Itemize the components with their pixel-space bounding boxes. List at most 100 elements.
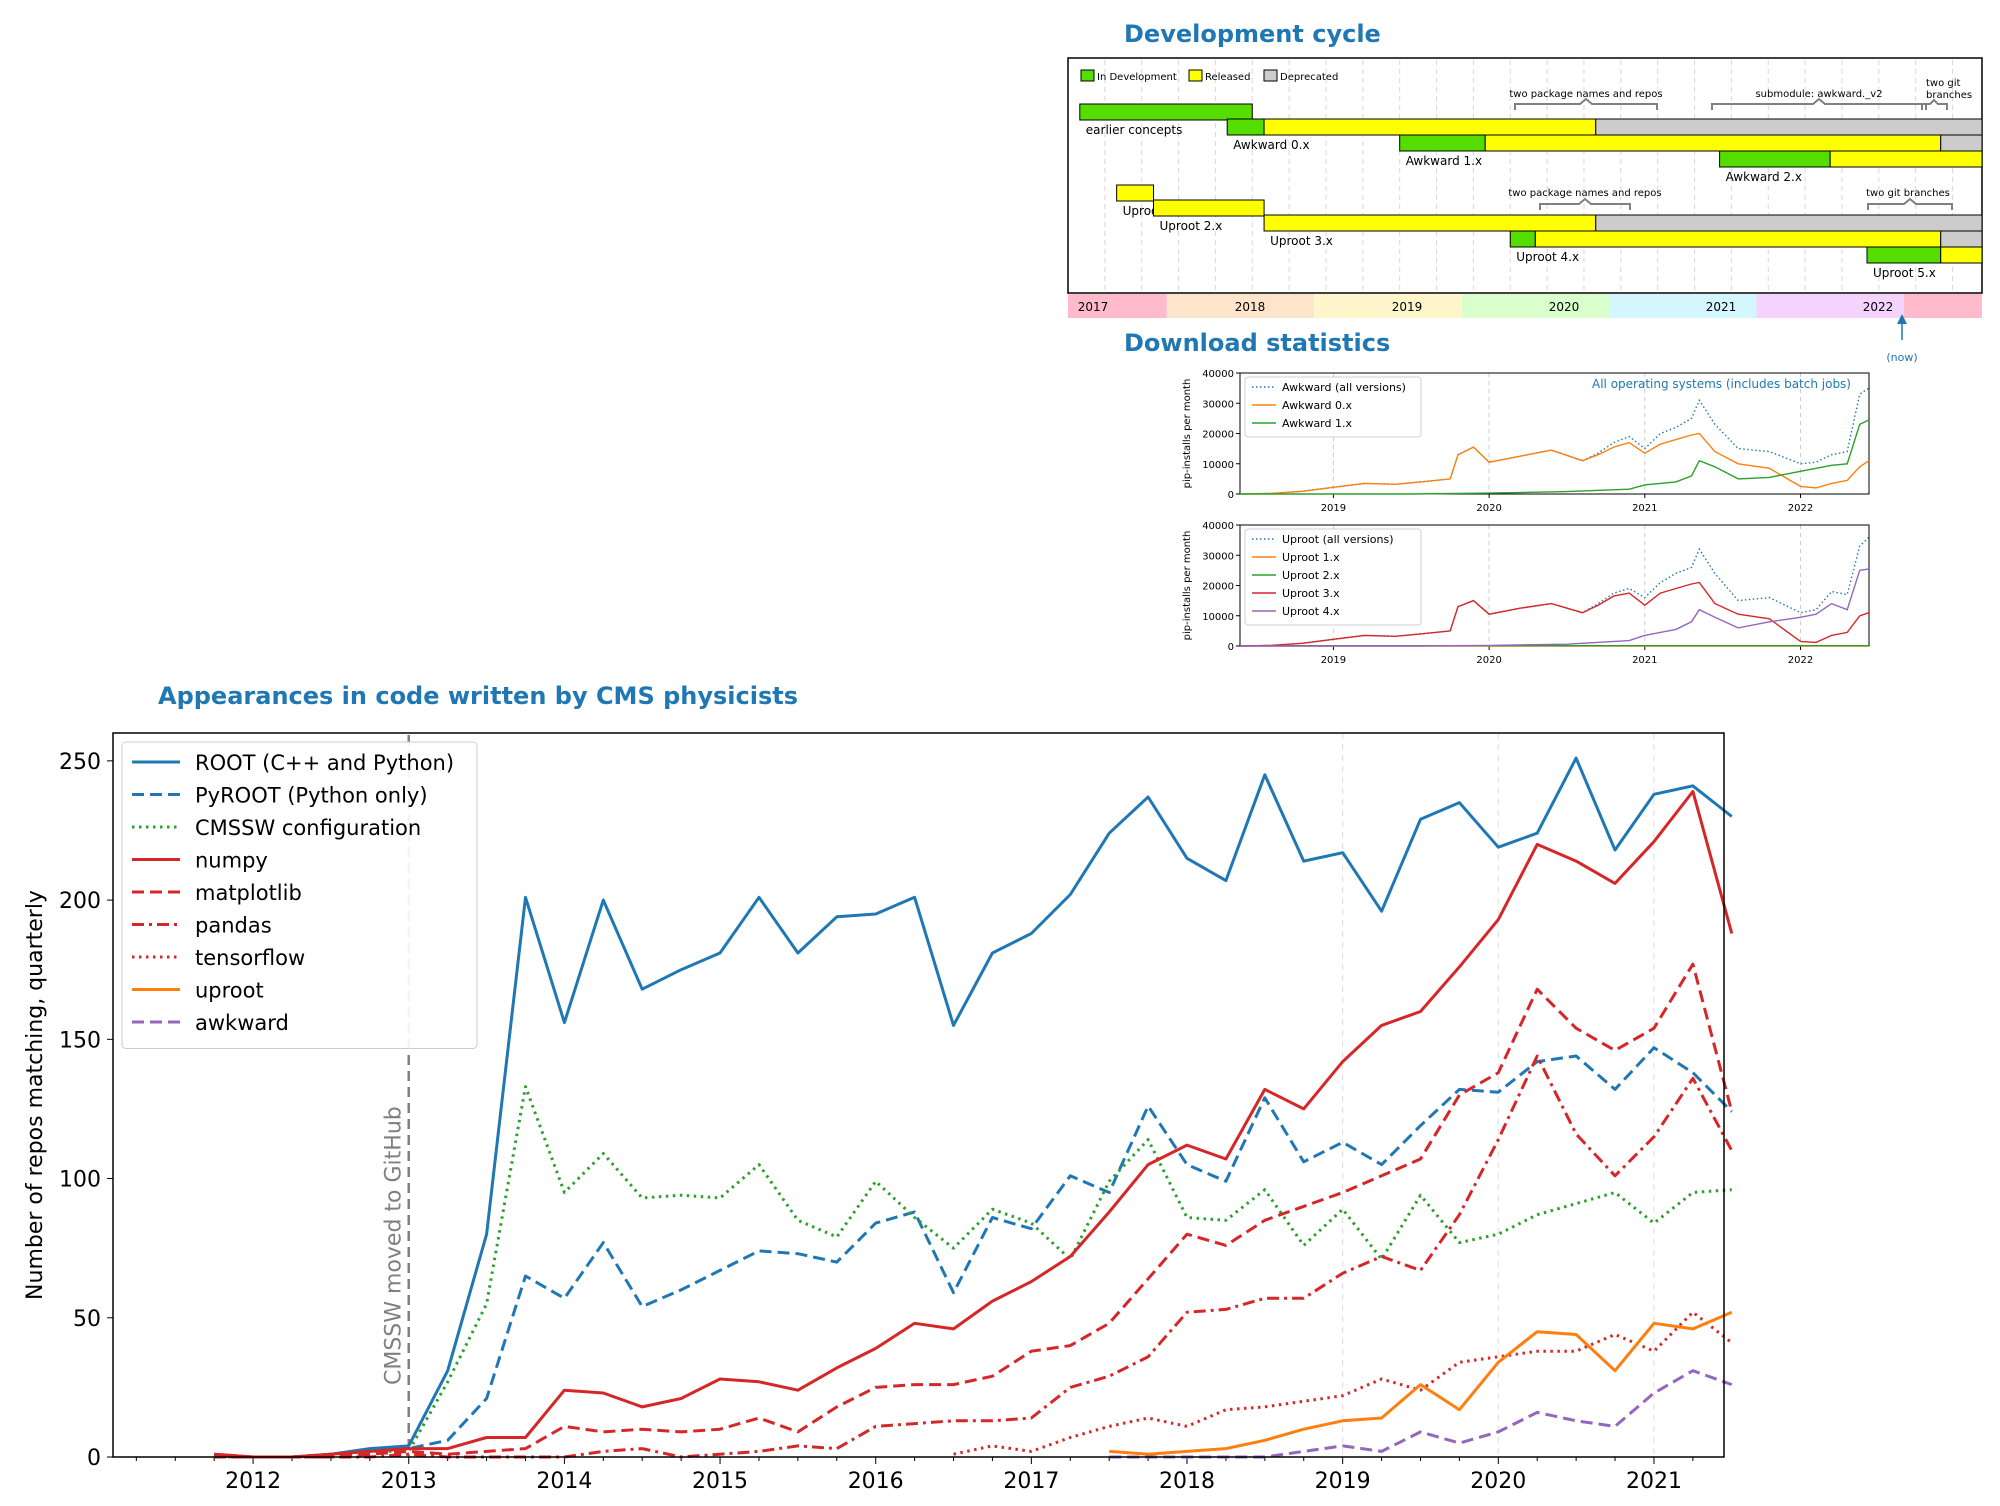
bar-awkward-2-x-dev	[1719, 150, 1831, 168]
legend-swatch-deprecated	[1263, 69, 1278, 82]
dev-cycle-year-band: 2017 2018 2019 2020 2021 2022	[1068, 294, 1982, 318]
year-label-2018: 2018	[1235, 300, 1266, 314]
year-label-2020: 2020	[1549, 300, 1580, 314]
legend-swatch-in-development	[1080, 69, 1095, 82]
legend-label-awkward: awkward	[195, 1011, 289, 1035]
annotation-brace	[1514, 97, 1658, 110]
dl-ytick-label: 10000	[1202, 612, 1234, 623]
dev-cycle-legend: In Development Released Deprecated	[1080, 69, 1338, 83]
year-band-2017	[1166, 294, 1315, 318]
dl-ytick-label: 40000	[1202, 369, 1234, 380]
bar-awkward-0-x-dev	[1226, 118, 1265, 136]
annotation-brace	[1921, 98, 1948, 110]
dl-legend-frame	[1244, 528, 1422, 626]
annotation-two-package-names-awkward: two package names and repos	[1509, 89, 1662, 100]
main-ytick-label: 50	[73, 1307, 101, 1332]
main-ytick-label: 150	[59, 1028, 101, 1053]
main-xtick-label: 2016	[848, 1469, 904, 1494]
dl-legend-label-uproot-all-versions: Uproot (all versions)	[1282, 533, 1394, 546]
bar-awkward-1-x-released	[1484, 134, 1942, 152]
awkward-downloads-chart: 0 10000 20000 30000 40000 2019 2020 2021 2022 pip…	[1182, 369, 1870, 514]
main-ylabel: Number of repos matching, quarterly	[23, 890, 48, 1300]
bar-label-uproot-3-x: Uproot 3.x	[1270, 234, 1333, 248]
main-ytick-label: 100	[59, 1168, 101, 1193]
dl-ytick-label: 20000	[1202, 582, 1234, 593]
dl-xtick-label: 2022	[1788, 503, 1813, 514]
bar-awkward-0-x-deprecated	[1595, 118, 1983, 136]
legend-label-tensorflow: tensorflow	[195, 946, 305, 970]
main-legend-frame	[121, 741, 478, 1049]
series-numpy	[214, 790, 1734, 1459]
main-ytick-label: 200	[59, 889, 101, 914]
main-xtick-label: 2013	[381, 1469, 437, 1494]
series-uproot-4-x	[1240, 568, 1870, 647]
legend-label-root-c-and-python: ROOT (C++ and Python)	[195, 751, 454, 775]
annotation-two-git-branches-awkward-line1: two git	[1926, 78, 1961, 89]
series-pyroot-python-only	[214, 1046, 1733, 1459]
main-xtick-label: 2012	[225, 1469, 281, 1494]
dl-ytick-label: 10000	[1202, 460, 1234, 471]
year-label-2019: 2019	[1392, 300, 1423, 314]
bar-uproot-4-x-dev	[1509, 230, 1536, 248]
dl-legend-frame	[1244, 376, 1422, 438]
year-label-2022: 2022	[1863, 300, 1894, 314]
year-label-2017: 2017	[1078, 300, 1109, 314]
legend-label-released: Released	[1205, 72, 1250, 83]
bar-uproot-5-x-dev	[1866, 246, 1942, 264]
dl-ylabel: pip-installs per month	[1182, 531, 1193, 641]
bar-uproot-3-x-released	[1263, 214, 1597, 232]
bar-label-uproot-4-x: Uproot 4.x	[1516, 250, 1579, 264]
main-ytick-label: 250	[59, 750, 101, 775]
now-marker: (now)	[1886, 314, 1918, 364]
dl-xtick-label: 2020	[1476, 503, 1501, 514]
series-awkward	[1109, 1369, 1733, 1459]
main-xtick-label: 2019	[1315, 1469, 1371, 1494]
dl-ytick-label: 0	[1228, 642, 1234, 653]
download-stats-title: Download statistics	[1124, 329, 1390, 357]
annotation-two-package-names-uproot: two package names and repos	[1508, 188, 1661, 199]
year-label-2021: 2021	[1706, 300, 1737, 314]
year-band-2021	[1756, 294, 1904, 318]
dl-xtick-label: 2021	[1632, 655, 1657, 666]
bar-label-awkward-2-x: Awkward 2.x	[1726, 170, 1802, 184]
dl-legend-label-uproot-3-x: Uproot 3.x	[1282, 587, 1340, 600]
series-root-c-and-python	[214, 756, 1733, 1459]
dev-cycle-bars: earlier concepts Awkward 0.x Awkward 1.x Aw…	[1079, 103, 1983, 280]
annotation-two-git-branches-awkward-line2: branches	[1926, 90, 1972, 101]
main-xtick-label: 2015	[692, 1469, 748, 1494]
dl-xtick-label: 2019	[1321, 503, 1346, 514]
dev-cycle-title: Development cycle	[1124, 20, 1381, 48]
dev-cycle-frame	[1067, 57, 1983, 294]
dl-ylabel: pip-installs per month	[1182, 379, 1193, 489]
legend-label-uproot: uproot	[195, 979, 264, 1003]
dl-legend-label-uproot-1-x: Uproot 1.x	[1282, 551, 1340, 564]
legend-label-pandas: pandas	[195, 914, 272, 938]
bar-label-uproot-5-x: Uproot 5.x	[1873, 266, 1936, 280]
bar-uproot-4-x-deprecated	[1940, 230, 1983, 248]
dl-ytick-label: 40000	[1202, 521, 1234, 532]
dl-xtick-label: 2022	[1788, 655, 1813, 666]
dl-legend-label-uproot-4-x: Uproot 4.x	[1282, 605, 1340, 618]
bar-awkward-2-x-released	[1829, 150, 1983, 168]
dl-legend-label-uproot-2-x: Uproot 2.x	[1282, 569, 1340, 582]
bar-uproot-5-x-released	[1940, 246, 1983, 264]
series-uproot-3-x	[1239, 581, 1870, 647]
main-chart-title: Appearances in code written by CMS physi…	[158, 682, 798, 710]
uproot-downloads-chart: 0 10000 20000 30000 40000 2019 2020 2021 2022 pip…	[1182, 521, 1870, 666]
bar-earlier-concepts-dev	[1079, 103, 1253, 121]
series-uproot	[1109, 1310, 1733, 1456]
bar-uproot-4-x-released	[1534, 230, 1942, 248]
main-ytick-label: 0	[87, 1446, 101, 1471]
dev-cycle-annotations: two package names and repos submodule: a…	[1508, 78, 1972, 210]
annotation-brace	[1711, 97, 1927, 110]
legend-swatch-released	[1188, 69, 1203, 82]
dl-legend-label-awkward-0-x: Awkward 0.x	[1282, 399, 1352, 412]
main-xtick-label: 2014	[536, 1469, 592, 1494]
download-stats-annotation: All operating systems (includes batch jo…	[1592, 377, 1851, 391]
bar-awkward-0-x-released	[1263, 118, 1597, 136]
year-band-2017	[1068, 294, 1167, 318]
dl-ytick-label: 0	[1228, 490, 1234, 501]
series-awkward-0-x	[1239, 432, 1870, 495]
main-frame	[112, 732, 1725, 1458]
